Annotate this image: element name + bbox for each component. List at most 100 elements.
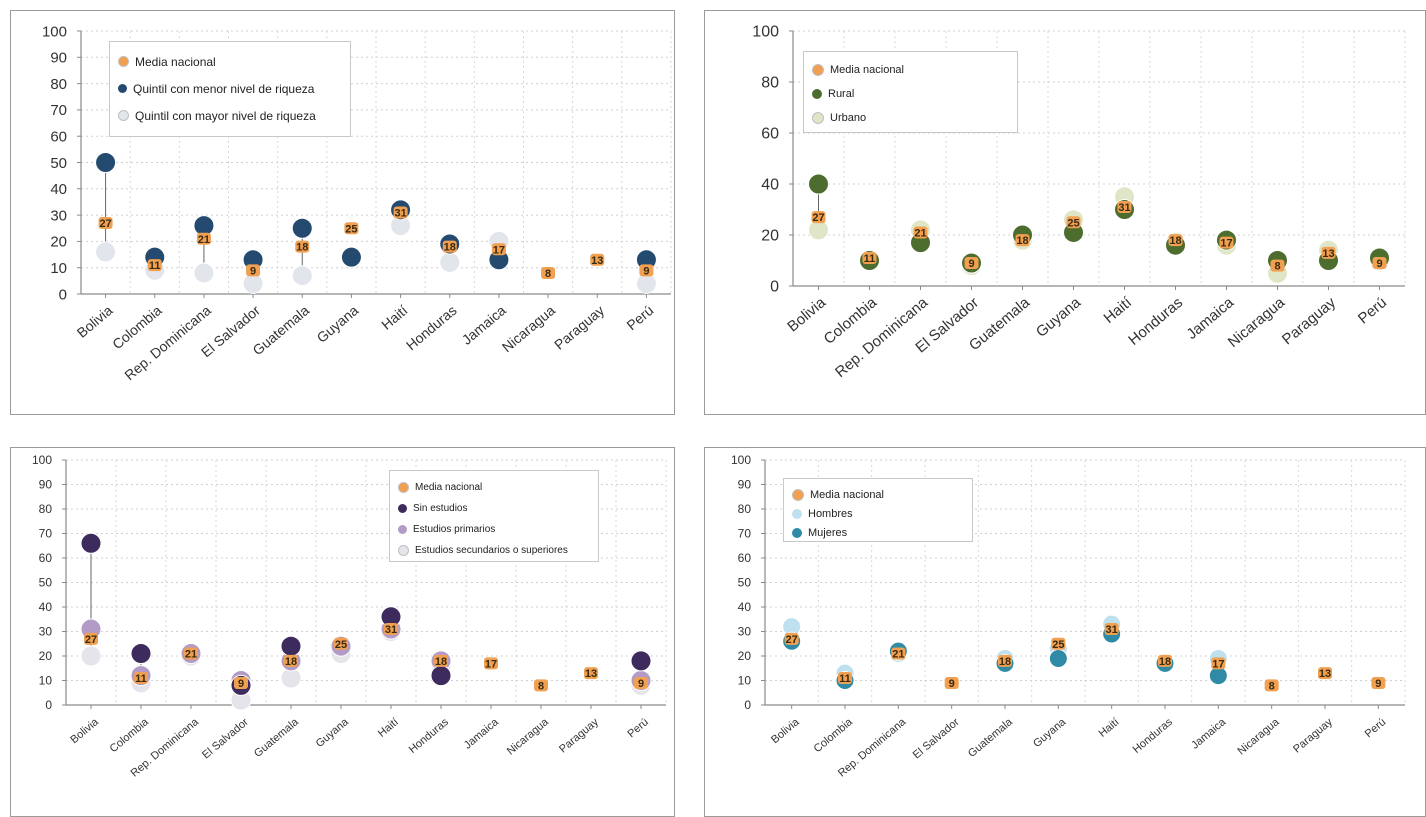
legend-item: Hombres bbox=[792, 504, 964, 523]
legend-swatch bbox=[398, 525, 407, 534]
data-label: 17 bbox=[485, 658, 497, 670]
data-label: 18 bbox=[1159, 656, 1171, 668]
y-tick-label: 80 bbox=[738, 502, 752, 516]
data-point bbox=[1104, 623, 1119, 636]
data-point bbox=[434, 654, 448, 667]
data-point bbox=[334, 637, 348, 650]
data-label: 27 bbox=[786, 634, 798, 646]
y-tick-label: 20 bbox=[738, 649, 752, 663]
data-point bbox=[808, 173, 829, 195]
data-label: 25 bbox=[1067, 217, 1079, 229]
data-point bbox=[384, 623, 398, 636]
data-label: 31 bbox=[1106, 624, 1118, 636]
x-tick-label: Bolivia bbox=[784, 294, 829, 336]
y-tick-label: 100 bbox=[731, 453, 751, 467]
x-tick-label: Paraguay bbox=[1279, 294, 1339, 349]
data-point bbox=[84, 632, 98, 645]
data-point bbox=[442, 240, 457, 253]
legend-swatch bbox=[792, 488, 804, 501]
data-point bbox=[639, 264, 654, 277]
data-point bbox=[998, 654, 1012, 667]
x-tick-label: Honduras bbox=[403, 302, 460, 353]
x-tick-label: Guyana bbox=[1031, 716, 1069, 751]
legend-label: Sin estudios bbox=[413, 503, 468, 514]
data-point bbox=[1270, 259, 1285, 272]
x-tick-label: Paraguay bbox=[551, 302, 607, 353]
legend-label: Rural bbox=[828, 88, 855, 100]
x-tick-label: Jamaica bbox=[1189, 716, 1229, 752]
x-tick-label: Perú bbox=[623, 302, 656, 333]
data-label: 9 bbox=[638, 678, 644, 690]
y-tick-label: 0 bbox=[45, 698, 52, 712]
data-point bbox=[1015, 234, 1030, 247]
data-point bbox=[491, 243, 506, 256]
data-point bbox=[1321, 246, 1336, 259]
data-point bbox=[964, 257, 979, 270]
data-point bbox=[634, 676, 648, 689]
data-label: 9 bbox=[238, 678, 244, 690]
grid bbox=[80, 30, 672, 295]
chart-panel-educacion: 0 10 20 30 40 50 60 70 80 90 100 Bolivia Colombia Rep… bbox=[10, 447, 675, 817]
data-point bbox=[1117, 200, 1132, 213]
data-point bbox=[784, 632, 799, 645]
data-label: 8 bbox=[1274, 261, 1280, 273]
x-tick-label: Jamaica bbox=[462, 716, 502, 752]
data-point bbox=[1372, 257, 1387, 270]
legend-swatch bbox=[398, 504, 407, 513]
data-point bbox=[130, 643, 152, 665]
legend-swatch bbox=[812, 112, 824, 124]
data-label: 17 bbox=[493, 244, 505, 256]
data-point bbox=[291, 217, 313, 239]
y-tick-label: 30 bbox=[39, 625, 53, 639]
data-point bbox=[95, 241, 117, 263]
y-tick-label: 0 bbox=[744, 698, 751, 712]
data-label: 11 bbox=[864, 253, 876, 265]
data-label: 18 bbox=[296, 242, 308, 254]
y-tick-label: 40 bbox=[50, 181, 67, 198]
legend-label: Media nacional bbox=[830, 64, 904, 76]
data-label: 8 bbox=[1269, 680, 1275, 692]
data-label: 21 bbox=[198, 234, 210, 246]
x-tick-label: Rep. Dominicana bbox=[832, 294, 932, 381]
legend-item: Media nacional bbox=[118, 48, 342, 75]
y-tick-label: 50 bbox=[50, 155, 67, 172]
data-label: 31 bbox=[1118, 202, 1130, 214]
y-tick-label: 10 bbox=[50, 260, 67, 277]
data-point bbox=[98, 216, 113, 229]
x-tick-label: Bolivia bbox=[68, 716, 101, 747]
legend-label: Quintil con menor nivel de riqueza bbox=[133, 81, 315, 96]
y-tick-label: 100 bbox=[752, 24, 779, 41]
data-label: 25 bbox=[345, 223, 357, 235]
data-point bbox=[1048, 648, 1068, 668]
y-tick-label: 80 bbox=[761, 75, 779, 92]
data-point bbox=[1371, 676, 1386, 689]
x-tick-label: Honduras bbox=[407, 716, 452, 756]
y-tick-label: 100 bbox=[32, 453, 52, 467]
data-point bbox=[811, 211, 826, 224]
y-tick-label: 40 bbox=[39, 600, 53, 614]
chart-panel-riqueza: 0 10 20 30 40 50 60 70 80 90 100 Bolivia Colombia Rep… bbox=[10, 10, 675, 415]
data-point bbox=[838, 672, 852, 685]
legend-item: Quintil con mayor nivel de riqueza bbox=[118, 102, 342, 129]
x-tick-label: Rep. Dominicana bbox=[121, 302, 214, 383]
x-tick-label: Nicaragua bbox=[499, 302, 558, 355]
x-tick-label: Perú bbox=[625, 716, 651, 740]
data-label: 13 bbox=[1322, 248, 1334, 260]
data-point bbox=[584, 667, 598, 680]
data-point bbox=[393, 206, 408, 219]
x-tick-label: Guatemala bbox=[966, 716, 1016, 760]
data-point bbox=[1318, 667, 1332, 680]
y-tick-label: 20 bbox=[761, 228, 779, 245]
data-point bbox=[193, 215, 215, 237]
legend-educacion: Media nacional Sin estudios Estudios prima… bbox=[389, 470, 599, 562]
legend-swatch bbox=[398, 545, 409, 556]
legend-item: Urbano bbox=[812, 106, 1009, 130]
data-point bbox=[630, 650, 652, 672]
legend-label: Hombres bbox=[808, 507, 853, 520]
series-media-nacional: 27 11 21 9 18 25 31 18 17 8 13 9 bbox=[784, 623, 1386, 692]
x-tick-label: Guyana bbox=[313, 302, 361, 346]
data-point bbox=[80, 532, 102, 554]
y-tick-label: 50 bbox=[738, 576, 752, 590]
data-label: 27 bbox=[85, 634, 97, 646]
